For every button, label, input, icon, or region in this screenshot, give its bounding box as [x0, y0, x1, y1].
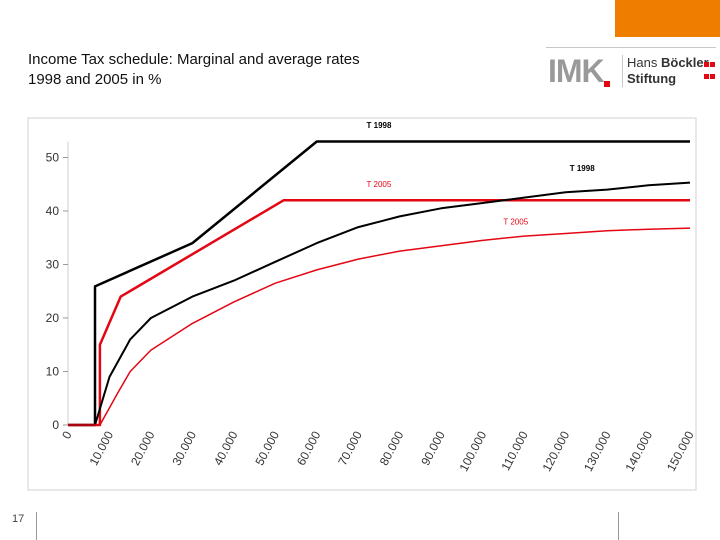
x-tick-label: 100.000	[457, 429, 490, 474]
series-line-t-1998-average	[68, 181, 691, 426]
y-tick-label: 50	[46, 151, 60, 165]
foundation-name-hans: Hans	[627, 55, 658, 70]
x-tick-label: 90.000	[418, 429, 448, 468]
title-line-1: Income Tax schedule: Marginal and averag…	[28, 51, 360, 68]
imk-logo-text: IMK	[548, 53, 605, 89]
y-tick-label: 20	[46, 311, 60, 325]
logo-square-3	[704, 74, 709, 79]
x-tick-label: 40.000	[211, 429, 241, 468]
logo-square-4	[710, 74, 715, 79]
x-tick-label: 80.000	[377, 429, 407, 468]
x-tick-label: 70.000	[335, 429, 365, 468]
series-annotation-label: T 2005	[367, 180, 392, 189]
series-annotation-label: T 1998	[367, 121, 392, 130]
logo-divider	[622, 55, 623, 87]
imk-logo-dot	[604, 81, 610, 87]
logo-square-2	[710, 62, 715, 67]
footer-divider-left	[36, 512, 37, 540]
logo-rule	[546, 47, 716, 48]
x-tick-label: 140.000	[622, 429, 655, 474]
foundation-name-line-2: Stiftung	[627, 71, 677, 86]
x-tick-label: 50.000	[252, 429, 282, 468]
x-tick-label: 110.000	[498, 429, 530, 473]
x-tick-label: 130.000	[581, 429, 614, 474]
x-tick-label: 10.000	[87, 429, 117, 468]
series-annotation-label: T 2005	[503, 217, 528, 226]
x-tick-label: 120.000	[540, 429, 573, 474]
footer-divider-right	[618, 512, 619, 540]
title-line-2: 1998 and 2005 in %	[28, 71, 162, 88]
x-tick-label: 0	[59, 429, 75, 442]
page-number: 17	[12, 513, 25, 525]
y-tick-label: 30	[46, 258, 60, 272]
x-tick-label: 60.000	[294, 429, 324, 468]
logo: IMK Hans Böckler Stiftung	[546, 47, 716, 89]
foundation-name-boeckler: Böckler	[660, 55, 709, 70]
y-tick-label: 40	[46, 204, 60, 218]
y-tick-label: 10	[46, 365, 60, 379]
series-line-t-2005-average	[68, 227, 691, 426]
logo-square-1	[704, 62, 709, 67]
foundation-name-line-1: Hans Böckler	[627, 55, 709, 70]
y-tick-label: 0	[52, 418, 59, 432]
x-tick-label: 20.000	[128, 429, 158, 468]
orange-accent-block	[615, 0, 720, 37]
series-annotation-label: T 1998	[570, 164, 595, 173]
x-tick-label: 30.000	[169, 429, 199, 468]
plot-frame	[27, 117, 697, 491]
x-tick-label: 150.000	[664, 429, 697, 474]
page-title: Income Tax schedule: Marginal and averag…	[28, 50, 360, 90]
